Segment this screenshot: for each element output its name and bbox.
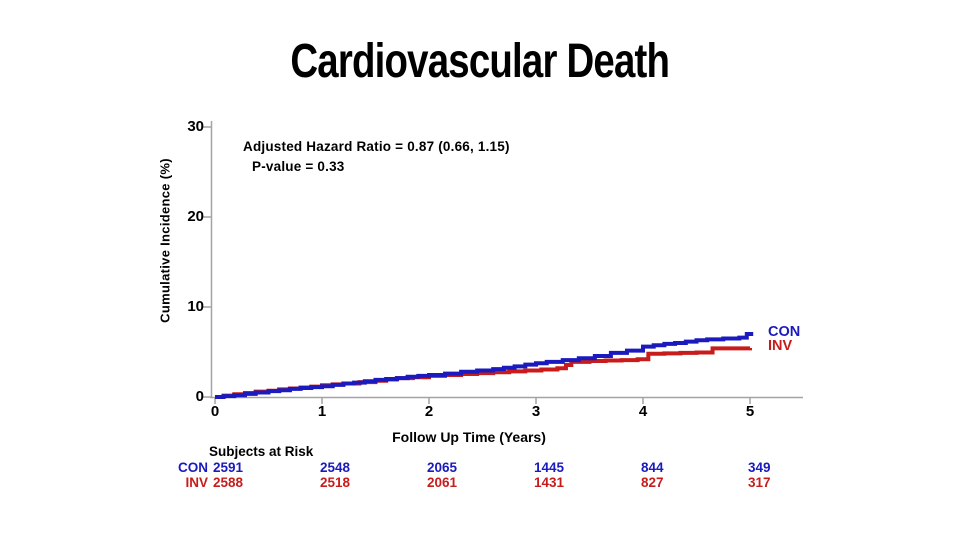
risk-value-con: 2548 <box>320 460 351 475</box>
risk-value-inv: 827 <box>641 475 664 490</box>
risk-value-con: 1445 <box>534 460 565 475</box>
y-axis-label: Cumulative Incidence (%) <box>157 158 173 323</box>
p-value-annotation: P-value = 0.33 <box>252 159 345 174</box>
risk-value-inv: 1431 <box>534 475 565 490</box>
y-tick-label: 10 <box>187 298 204 315</box>
risk-value-con: 349 <box>748 460 771 475</box>
y-tick-label: 0 <box>195 388 204 405</box>
x-tick-label: 5 <box>745 403 755 420</box>
x-tick-label: 3 <box>531 403 541 420</box>
x-tick-label: 0 <box>210 403 220 420</box>
x-axis-label: Follow Up Time (Years) <box>392 429 546 445</box>
risk-value-inv: 317 <box>748 475 771 490</box>
risk-row-label-con: CON <box>178 460 208 475</box>
page-title: Cardiovascular Death <box>0 34 960 89</box>
legend-label-con: CON <box>768 324 801 340</box>
risk-value-con: 2591 <box>213 460 244 475</box>
risk-value-con: 844 <box>641 460 664 475</box>
x-tick-label: 1 <box>317 403 327 420</box>
x-tick-label: 2 <box>424 403 434 420</box>
risk-value-inv: 2588 <box>213 475 244 490</box>
legend-label-inv: INV <box>768 338 793 354</box>
subjects-at-risk-header: Subjects at Risk <box>209 444 314 459</box>
page-title-text: Cardiovascular Death <box>290 35 671 88</box>
y-tick-label: 30 <box>187 118 204 135</box>
x-tick-label: 4 <box>638 403 648 420</box>
risk-value-inv: 2518 <box>320 475 351 490</box>
series-line-con <box>215 332 754 399</box>
risk-row-label-inv: INV <box>185 475 208 490</box>
hazard-ratio-annotation: Adjusted Hazard Ratio = 0.87 (0.66, 1.15… <box>243 139 510 154</box>
y-tick-label: 20 <box>187 208 204 225</box>
risk-value-inv: 2061 <box>427 475 458 490</box>
risk-value-con: 2065 <box>427 460 458 475</box>
